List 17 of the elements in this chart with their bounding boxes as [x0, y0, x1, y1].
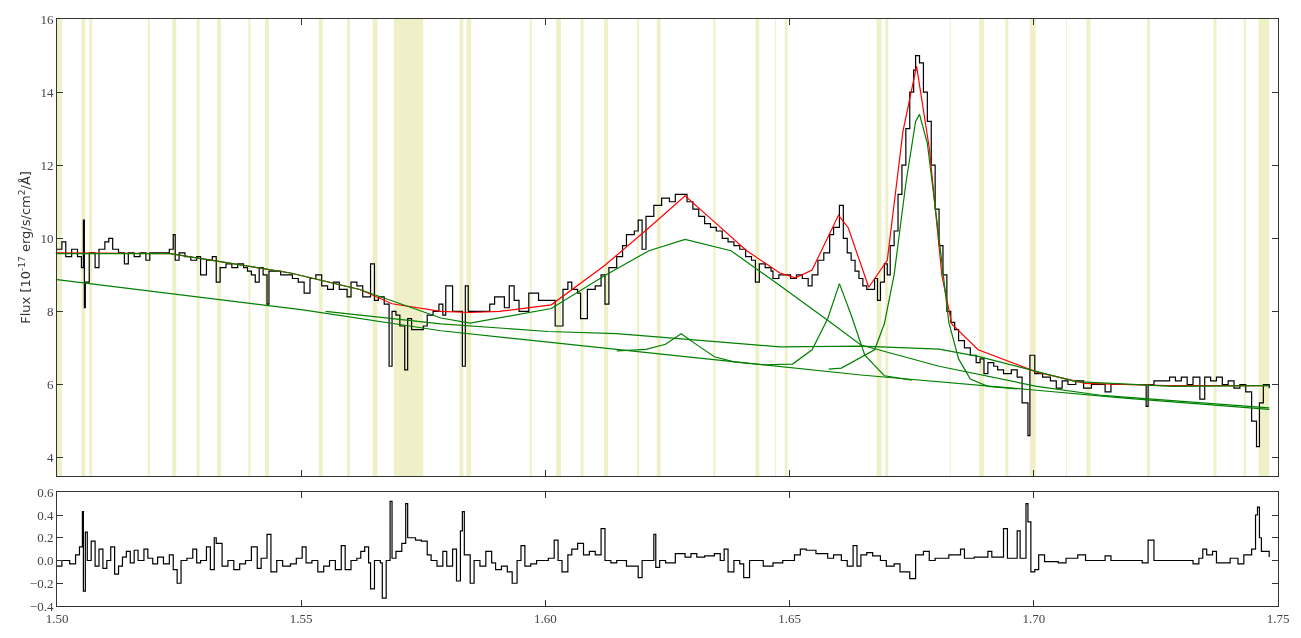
- x-tick-label: 1.55: [289, 610, 313, 626]
- y-tick-label: 0.0: [37, 553, 54, 569]
- y-tick-label: 0.2: [37, 530, 54, 546]
- x-tick-label: 1.70: [1022, 610, 1046, 626]
- x-tick-label: 1.60: [534, 610, 557, 626]
- y-tick-label: 10: [40, 230, 54, 246]
- y-tick-label: 8: [46, 303, 54, 319]
- y-tick-label: 0.6: [37, 484, 54, 500]
- y-tick-label: 12: [40, 157, 54, 173]
- x-tick-label: 1.75: [1266, 610, 1290, 626]
- y-tick-label: 6: [46, 377, 54, 393]
- x-tick-label: 1.65: [778, 610, 801, 626]
- y-tick-label: 14: [40, 84, 54, 100]
- y-tick-label: 4: [46, 450, 54, 466]
- y-tick-label: 0.4: [37, 507, 54, 523]
- y-tick-label: −0.2: [29, 575, 54, 591]
- y-tick-label: 16: [40, 11, 54, 27]
